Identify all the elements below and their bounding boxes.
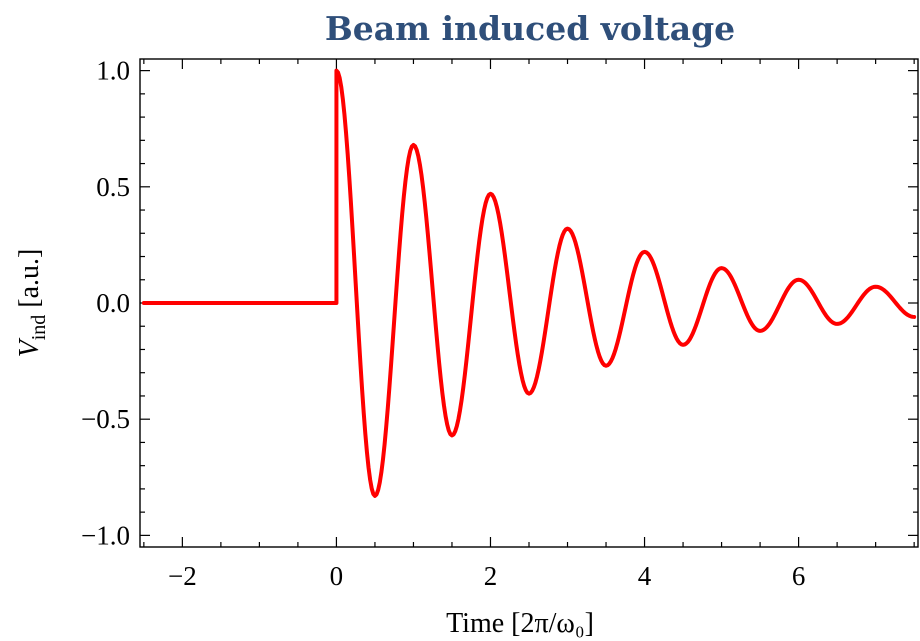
y-tick-label: 0.5: [96, 172, 130, 202]
series-line: [141, 68, 917, 498]
y-axis-label-sub: ind: [28, 315, 50, 341]
y-axis-label-unit: [a.u.]: [14, 249, 45, 315]
y-axis-label-main: V: [14, 337, 45, 357]
x-axis-label: Time [2π/ω₀]: [446, 608, 594, 639]
ticks: [140, 59, 918, 547]
y-tick-label: −1.0: [81, 520, 130, 550]
x-tick-label: 2: [484, 561, 498, 591]
x-tick-label: −2: [168, 561, 197, 591]
y-tick-label: −0.5: [81, 404, 130, 434]
tick-labels: −2 0 2 4 6 1.0 0.5 0.0 −0.5 −1.0: [81, 56, 805, 591]
y-tick-label: 0.0: [96, 288, 130, 318]
y-tick-label: 1.0: [96, 56, 130, 86]
x-tick-label: 6: [792, 561, 806, 591]
x-tick-label: 4: [638, 561, 652, 591]
x-tick-label: 0: [330, 561, 344, 591]
chart-title: Beam induced voltage: [325, 9, 735, 48]
y-axis-label: Vind [a.u.]: [14, 249, 50, 358]
